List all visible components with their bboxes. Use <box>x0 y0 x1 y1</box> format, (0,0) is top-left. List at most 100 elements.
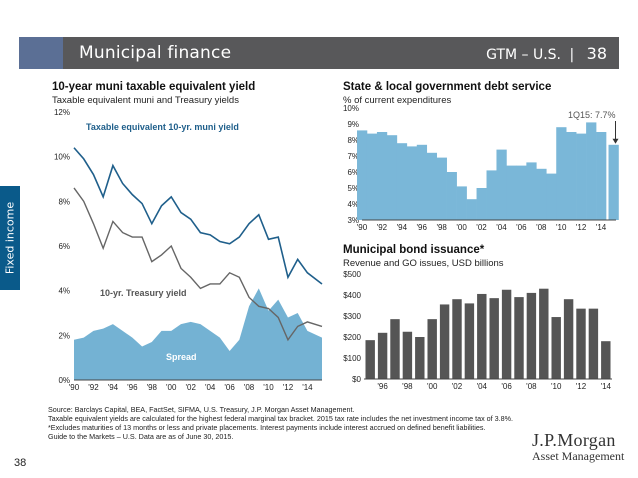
chart3-bar <box>402 331 413 379</box>
chart2-title: State & local government debt service <box>343 81 552 93</box>
chart2-x-tick: '00 <box>456 223 467 232</box>
chart2-annotation: 1Q15: 7.7% <box>568 110 616 120</box>
chart2-bar <box>556 127 567 220</box>
chart1-y-tick: 10% <box>54 153 70 162</box>
chart2-y-tick: 7% <box>347 152 359 161</box>
chart1-x-tick: '14 <box>302 383 313 392</box>
chart1-y-tick: 12% <box>54 108 70 117</box>
footnote-maturities: *Excludes maturities of 13 months or les… <box>48 423 486 432</box>
chart3-bar <box>501 289 512 379</box>
chart2-bar <box>476 188 487 220</box>
chart2-bar <box>586 122 597 220</box>
chart3-x-tick: '06 <box>501 382 512 391</box>
chart1-x-tick: '08 <box>244 383 255 392</box>
chart1-x-tick: '98 <box>147 383 158 392</box>
chart2-x-tick: '02 <box>476 223 487 232</box>
chart3-bar <box>563 299 574 379</box>
chart2-x-tick: '08 <box>536 223 547 232</box>
chart1-x-tick: '90 <box>69 383 80 392</box>
chart3-x-tick: '04 <box>477 382 488 391</box>
chart2-y-tick: 6% <box>347 168 359 177</box>
chart1-x-tick: '04 <box>205 383 216 392</box>
chart2-x-tick: '06 <box>516 223 527 232</box>
chart1-x-tick: '02 <box>185 383 196 392</box>
chart2-bar <box>357 130 368 220</box>
chart3-bar <box>365 340 375 379</box>
chart1-x-tick: '92 <box>88 383 99 392</box>
chart2-bar <box>596 132 607 220</box>
chart3-bar <box>526 292 537 379</box>
chart2-bar <box>526 162 537 220</box>
chart1-x-tick: '00 <box>166 383 177 392</box>
chart3-bar <box>427 319 437 379</box>
chart2-bar <box>426 152 438 220</box>
chart1-muni-label: Taxable equivalent 10-yr. muni yield <box>86 122 239 132</box>
chart3-bar <box>576 308 586 379</box>
chart2-y-tick: 5% <box>347 184 359 193</box>
chart2-annotation-arrowhead <box>612 138 619 144</box>
chart2-bar <box>506 165 517 220</box>
chart3-bar <box>588 308 599 379</box>
chart2-bar <box>446 172 457 220</box>
chart2-x-tick: '92 <box>377 223 388 232</box>
chart2-bar <box>546 173 557 220</box>
chart1-x-tick: '96 <box>127 383 138 392</box>
chart2-subtitle: % of current expenditures <box>343 95 452 106</box>
chart2-x-tick: '12 <box>576 223 587 232</box>
chart1-treasury-label: 10-yr. Treasury yield <box>100 288 187 298</box>
chart2-bar <box>396 143 408 220</box>
chart2-bar <box>376 132 388 220</box>
chart3-bar <box>601 341 611 379</box>
chart1-treasury-line <box>73 187 323 342</box>
header-separator: | <box>569 47 575 63</box>
chart3-bar <box>439 304 450 379</box>
page-title: Municipal finance <box>79 43 232 63</box>
chart3-y-tick: $300 <box>343 312 361 321</box>
chart2-bar <box>566 132 577 220</box>
chart1-title: 10-year muni taxable equivalent yield <box>52 81 256 93</box>
chart2-bar <box>386 135 398 220</box>
chart1-spread-label: Spread <box>166 352 197 362</box>
chart3-x-tick: '00 <box>427 382 438 391</box>
chart2-x-tick: '10 <box>556 223 567 232</box>
page-number: 38 <box>14 457 27 469</box>
header-accent <box>19 37 63 69</box>
chart3-x-tick: '10 <box>551 382 562 391</box>
chart1-x-tick: '12 <box>283 383 294 392</box>
chart1-y-tick: 2% <box>58 331 70 340</box>
chart3-x-tick: '02 <box>452 382 463 391</box>
chart2-bar <box>516 165 527 220</box>
chart3-y-tick: $200 <box>343 333 361 342</box>
section-label: GTM – U.S. <box>486 47 562 63</box>
chart1-y-tick: 4% <box>58 287 70 296</box>
chart2-y-tick: 8% <box>347 136 359 145</box>
footnotes: Source: Barclays Capital, BEA, FactSet, … <box>48 405 513 441</box>
chart2-bar <box>456 186 467 220</box>
chart3-bar <box>514 297 524 379</box>
chart1-x-tick: '10 <box>263 383 274 392</box>
chart3-y-tick: $100 <box>343 354 361 363</box>
side-tab[interactable]: Fixed income <box>0 186 20 290</box>
chart2-y-tick: 10% <box>343 104 359 113</box>
header-page-number: 38 <box>586 44 607 63</box>
footnote-tax: Taxable equivalent yields are calculated… <box>48 414 514 423</box>
chart3-y-tick: $0 <box>352 375 361 384</box>
chart3-bar <box>539 288 549 379</box>
chart2-bar <box>436 157 447 220</box>
chart3-bar <box>377 332 388 379</box>
chart3-bar <box>489 298 499 379</box>
chart1-y-tick: 8% <box>58 197 70 206</box>
chart1-y-tick: 0% <box>58 376 70 385</box>
chart1-subtitle: Taxable equivalent muni and Treasury yie… <box>52 95 239 106</box>
chart3-bar <box>452 299 462 379</box>
chart2-bar <box>416 144 428 220</box>
chart2-bar <box>466 199 477 220</box>
chart3-bar <box>551 317 561 379</box>
logo-line2: Asset Management <box>532 449 625 463</box>
chart3-bar <box>464 303 475 379</box>
chart3-bar <box>415 337 425 379</box>
logo-line1: J.P.Morgan <box>532 430 616 450</box>
chart2-x-tick: '96 <box>417 223 428 232</box>
chart2-x-tick: '90 <box>357 223 368 232</box>
